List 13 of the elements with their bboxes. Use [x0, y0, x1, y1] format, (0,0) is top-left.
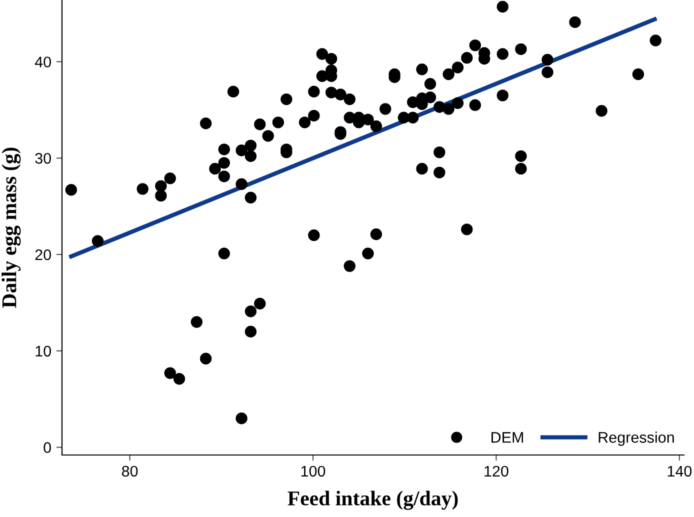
x-tick-label: 140 — [668, 466, 692, 477]
x-tick-label: 100 — [301, 466, 326, 477]
y-tick-label: 20 — [35, 249, 51, 260]
y-tick-label: 30 — [35, 152, 51, 164]
y-tick-label: 0 — [44, 442, 51, 453]
y-tick-label: 10 — [36, 346, 51, 357]
y-tick-label: 40 — [34, 56, 51, 68]
legend-label: Regression — [598, 432, 674, 446]
x-tick-label: 80 — [122, 466, 138, 477]
legend-label: DEM — [492, 432, 523, 443]
x-tick-label: 120 — [484, 466, 508, 477]
x-axis-title: Feed intake (g/day) — [288, 490, 458, 510]
y-axis-title: Daily egg mass (g) — [2, 148, 21, 308]
